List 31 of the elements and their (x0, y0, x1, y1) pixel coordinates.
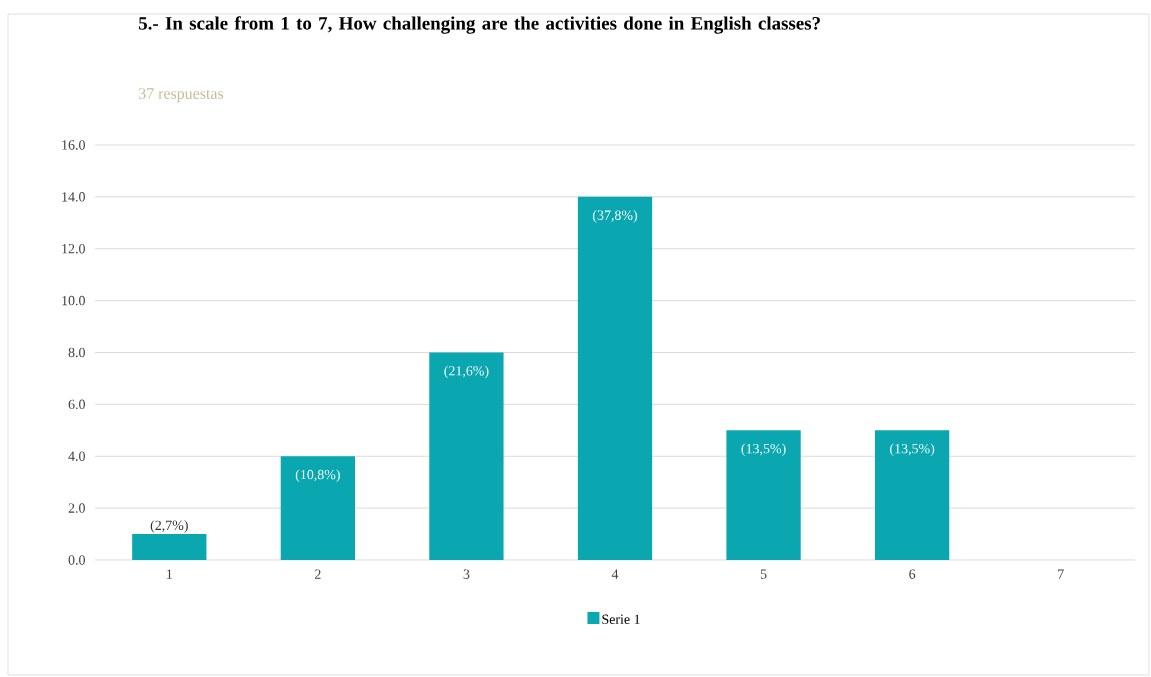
y-tick-label: 6.0 (68, 399, 85, 410)
x-tick-label: 6 (909, 569, 916, 579)
y-tick-label: 10.0 (62, 295, 85, 306)
x-tick-label: 3 (463, 569, 470, 579)
x-tick-label: 1 (167, 569, 172, 579)
y-tick-label: 0.0 (68, 555, 85, 565)
y-tick-label: 4.0 (68, 451, 85, 461)
bar (132, 534, 207, 560)
bar (280, 456, 355, 560)
annotation: (13,5%) (890, 443, 935, 457)
bar (874, 430, 950, 560)
annotation: (2,7%) (150, 520, 188, 533)
x-tick-label: 4 (611, 569, 619, 579)
y-tick-label: 8.0 (68, 347, 85, 358)
x-tick-label: 2 (314, 569, 321, 579)
chart-title: 5.- In scale from 1 to 7, How challenging are the activities done in English classes? (138, 16, 820, 34)
chart-subtitle: 37 respuestas (138, 88, 224, 103)
x-tick-label: 5 (760, 569, 767, 579)
bar (429, 352, 504, 560)
y-tick-label: 12.0 (62, 243, 85, 254)
y-tick-label: 2.0 (68, 503, 85, 513)
bar (726, 430, 801, 560)
bar (577, 196, 653, 560)
x-tick-label: 7 (1058, 569, 1064, 579)
y-tick-label: 14.0 (62, 192, 85, 202)
y-tick-label: 16.0 (62, 140, 85, 150)
annotation: (10,8%) (295, 469, 340, 483)
legend-label: Serie 1 (602, 614, 640, 624)
annotation: (13,5%) (741, 443, 786, 457)
annotation: (21,6%) (444, 365, 489, 379)
annotation: (37,8%) (592, 210, 638, 223)
